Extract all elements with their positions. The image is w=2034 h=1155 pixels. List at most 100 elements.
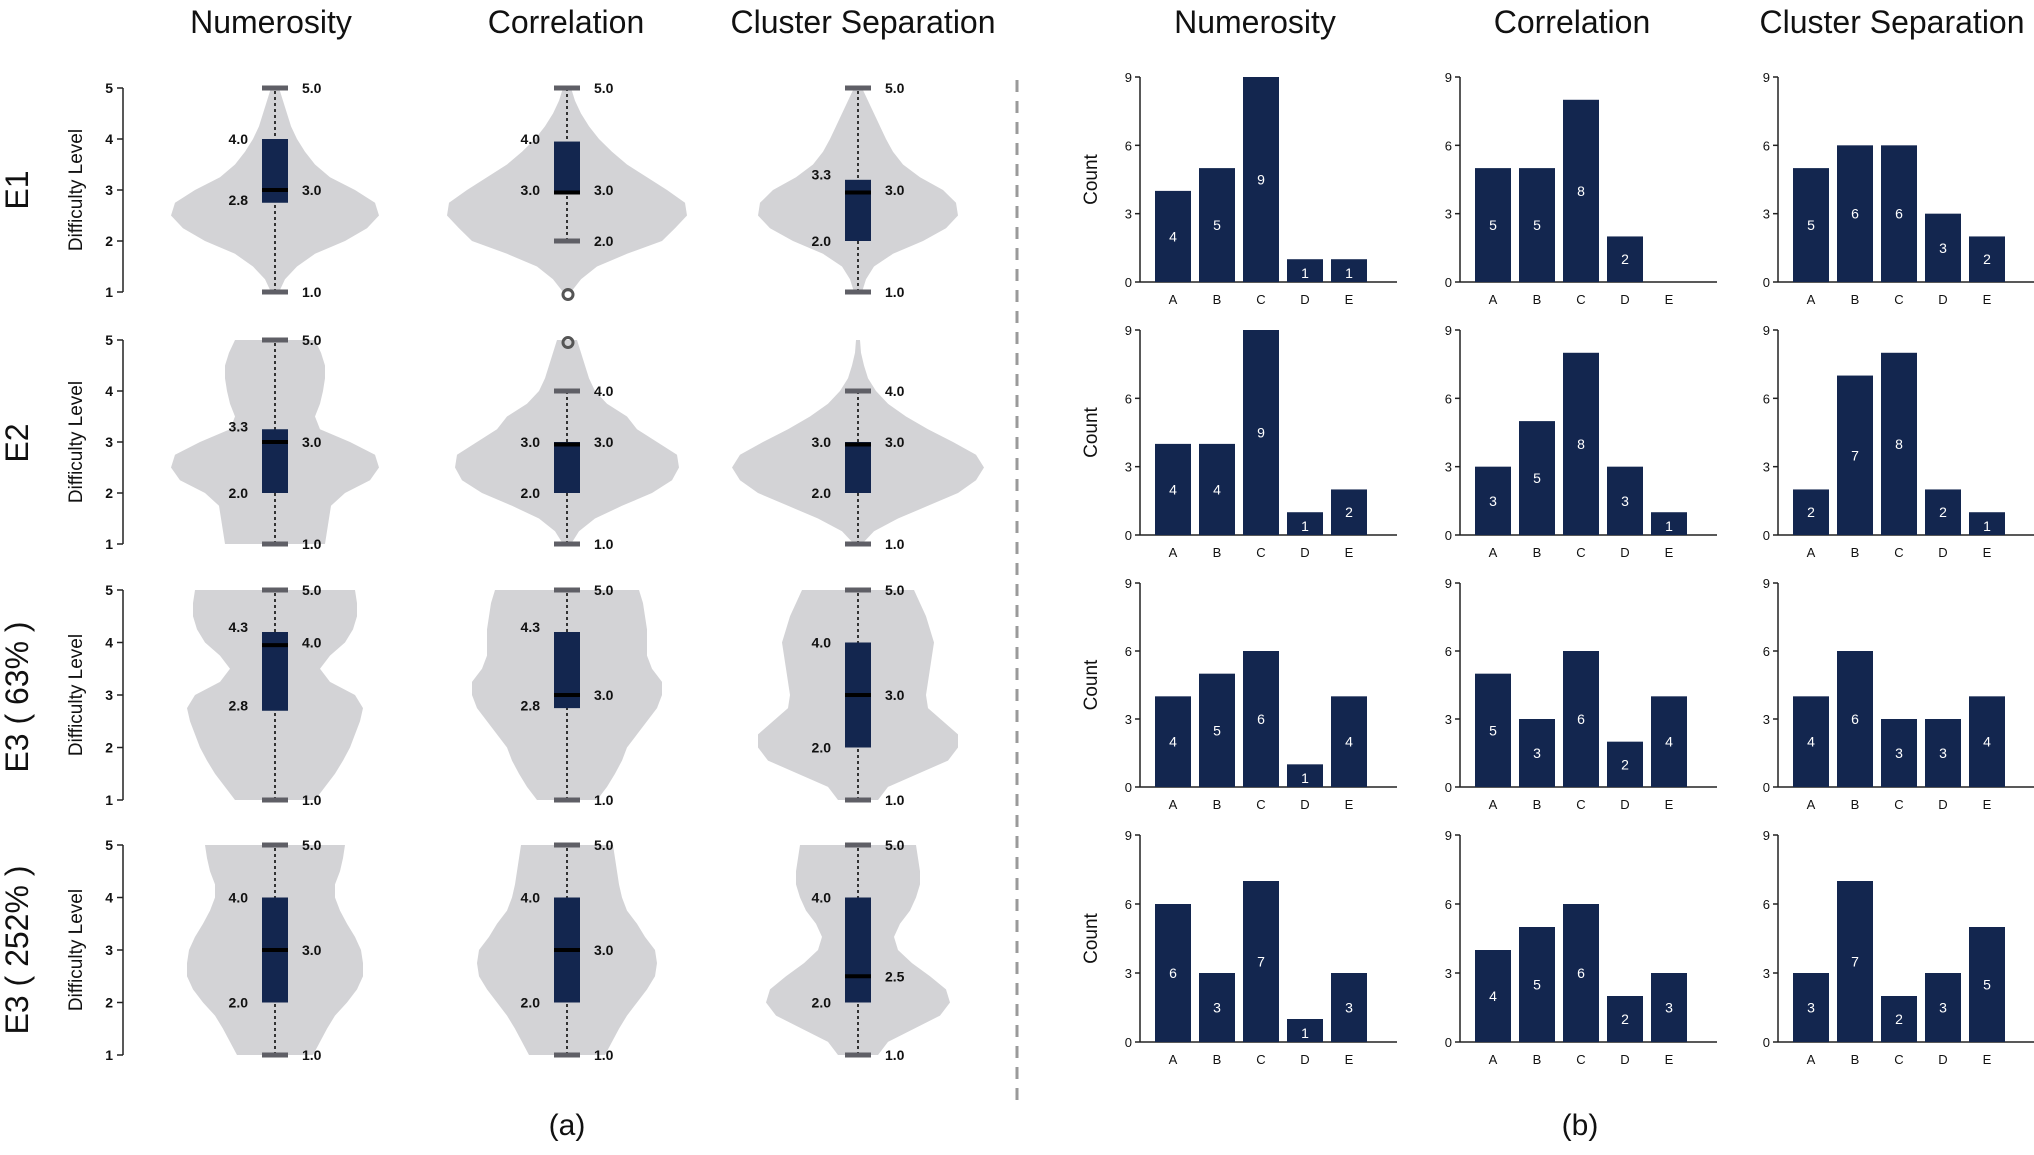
bar-e3-63-numerosity-d xyxy=(1287,764,1323,787)
violin-y-tick-label: 2 xyxy=(105,995,113,1011)
violin-value-label: 3.0 xyxy=(594,687,614,703)
bar-value-label: 1 xyxy=(1301,265,1309,281)
bar-e2-correlation-a xyxy=(1475,466,1511,535)
bar-e1-correlation-c xyxy=(1563,99,1599,283)
bar-value-label: 4 xyxy=(1169,228,1177,244)
bar-y-tick-label: 9 xyxy=(1125,70,1132,85)
bar-y-tick-label: 6 xyxy=(1125,897,1132,912)
violin-value-label: 2.0 xyxy=(521,485,541,501)
bar-value-label: 7 xyxy=(1257,954,1265,970)
violin-value-label: 5.0 xyxy=(594,582,614,598)
bar-x-tick-label: E xyxy=(1665,797,1674,812)
bar-value-label: 3 xyxy=(1895,745,1903,761)
violin-y-tick-label: 4 xyxy=(105,383,113,399)
bar-e3-252-numerosity-d xyxy=(1287,1019,1323,1042)
bar-y-tick-label: 0 xyxy=(1445,1035,1452,1050)
violin-value-label: 1.0 xyxy=(594,1047,614,1063)
violin-value-label: 1.0 xyxy=(302,792,322,808)
violin-column-title-cluster-separation: Cluster Separation xyxy=(730,4,995,40)
violin-value-label: 2.8 xyxy=(521,698,541,714)
bar-x-tick-label: C xyxy=(1256,1052,1265,1067)
bar-y-tick-label: 6 xyxy=(1125,644,1132,659)
violin-value-label: 3.3 xyxy=(812,167,832,183)
violin-value-label: 4.0 xyxy=(812,635,832,651)
bar-e1-correlation-d xyxy=(1607,236,1643,282)
bar-y-tick-label: 0 xyxy=(1125,780,1132,795)
bar-e2-numerosity-b xyxy=(1199,443,1235,535)
violin-value-label: 5.0 xyxy=(885,80,905,96)
violin-y-tick-label: 2 xyxy=(105,233,113,249)
bar-x-tick-label: E xyxy=(1983,292,1992,307)
bar-x-tick-label: A xyxy=(1489,1052,1498,1067)
violin-value-label: 5.0 xyxy=(302,80,322,96)
violin-box xyxy=(845,442,871,493)
bar-e3-252-correlation-e xyxy=(1651,973,1687,1042)
violin-y-tick-label: 1 xyxy=(105,1047,113,1063)
bar-x-tick-label: D xyxy=(1300,797,1309,812)
bar-y-tick-label: 3 xyxy=(1763,966,1770,981)
bar-e1-numerosity-d xyxy=(1287,259,1323,282)
bar-column-title-cluster-separation: Cluster Separation xyxy=(1759,4,2024,40)
violin-value-label: 1.0 xyxy=(885,792,905,808)
bar-column-title-numerosity: Numerosity xyxy=(1174,4,1336,40)
bar-x-tick-label: C xyxy=(1256,292,1265,307)
bar-x-tick-label: C xyxy=(1576,1052,1585,1067)
bar-x-tick-label: A xyxy=(1169,1052,1178,1067)
violin-value-label: 5.0 xyxy=(302,837,322,853)
bar-e2-correlation-d xyxy=(1607,466,1643,535)
bar-value-label: 5 xyxy=(1807,217,1815,233)
bar-value-label: 1 xyxy=(1301,770,1309,786)
bar-e3-63-cluster-separation-b xyxy=(1837,651,1873,787)
bar-e1-cluster-separation-d xyxy=(1925,213,1961,282)
bar-e3-63-cluster-separation-e xyxy=(1969,696,2005,787)
bar-e3-63-cluster-separation-c xyxy=(1881,719,1917,787)
violin-y-tick-label: 4 xyxy=(105,635,113,651)
bar-y-tick-label: 0 xyxy=(1763,275,1770,290)
bar-e2-numerosity-c xyxy=(1243,330,1279,535)
violin-value-label: 2.0 xyxy=(812,233,832,249)
bar-y-tick-label: 6 xyxy=(1763,391,1770,406)
bar-value-label: 3 xyxy=(1939,240,1947,256)
violin-value-label: 1.0 xyxy=(302,536,322,552)
bar-value-label: 2 xyxy=(1621,251,1629,267)
violin-value-label: 1.0 xyxy=(302,1047,322,1063)
bar-x-tick-label: A xyxy=(1489,292,1498,307)
bar-value-label: 1 xyxy=(1665,518,1673,534)
violin-value-label: 3.0 xyxy=(885,434,905,450)
bar-x-tick-label: B xyxy=(1213,797,1222,812)
bar-y-tick-label: 9 xyxy=(1445,576,1452,591)
bar-y-tick-label: 6 xyxy=(1445,644,1452,659)
violin-value-label: 3.0 xyxy=(812,434,832,450)
bar-e2-numerosity-e xyxy=(1331,489,1367,535)
bar-e3-252-cluster-separation-c xyxy=(1881,996,1917,1042)
bar-value-label: 1 xyxy=(1301,1025,1309,1041)
bar-e1-cluster-separation-a xyxy=(1793,168,1829,282)
bar-y-tick-label: 0 xyxy=(1445,528,1452,543)
bar-y-tick-label: 3 xyxy=(1125,966,1132,981)
bar-y-tick-label: 9 xyxy=(1763,828,1770,843)
bar-x-tick-label: D xyxy=(1300,545,1309,560)
violin-outlier-point xyxy=(561,288,575,302)
bar-value-label: 5 xyxy=(1983,977,1991,993)
violin-value-label: 4.0 xyxy=(521,131,541,147)
bar-value-label: 6 xyxy=(1851,711,1859,727)
violin-value-label: 3.0 xyxy=(885,687,905,703)
violin-value-label: 4.3 xyxy=(229,619,249,635)
bar-y-tick-label: 9 xyxy=(1445,828,1452,843)
bar-y-tick-label: 3 xyxy=(1763,460,1770,475)
bar-y-tick-label: 3 xyxy=(1763,712,1770,727)
bar-x-tick-label: E xyxy=(1983,545,1992,560)
bar-x-tick-label: A xyxy=(1807,292,1816,307)
bar-e1-cluster-separation-c xyxy=(1881,145,1917,282)
bar-value-label: 5 xyxy=(1533,217,1541,233)
bar-x-tick-label: A xyxy=(1807,545,1816,560)
violin-value-label: 4.0 xyxy=(521,890,541,906)
bar-value-label: 7 xyxy=(1851,954,1859,970)
bar-value-label: 8 xyxy=(1577,436,1585,452)
bar-value-label: 3 xyxy=(1939,1000,1947,1016)
violin-value-label: 4.0 xyxy=(229,890,249,906)
violin-value-label: 4.0 xyxy=(302,635,322,651)
bar-e1-cluster-separation-b xyxy=(1837,145,1873,282)
violin-value-label: 5.0 xyxy=(302,332,322,348)
